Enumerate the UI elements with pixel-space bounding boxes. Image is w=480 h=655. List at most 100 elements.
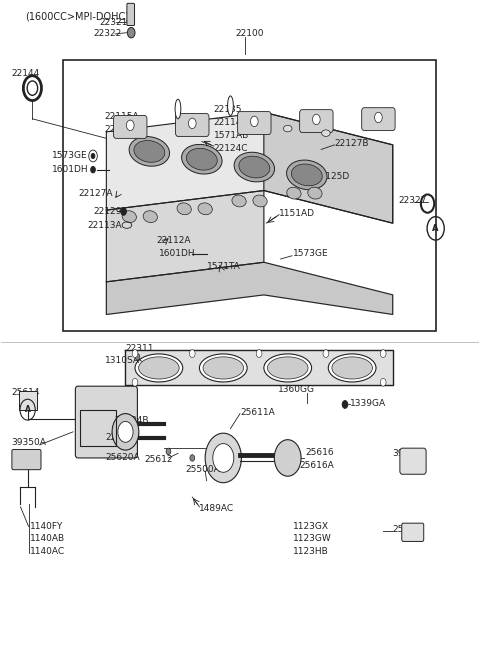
Text: 22129A: 22129A [104,125,139,134]
Text: 1140FY: 1140FY [30,522,63,531]
Text: 1601DH: 1601DH [159,250,195,258]
Circle shape [342,401,348,408]
Circle shape [126,120,134,130]
Ellipse shape [253,195,267,207]
Ellipse shape [122,211,136,223]
Ellipse shape [203,357,243,379]
Circle shape [323,350,329,358]
Circle shape [374,112,382,122]
FancyBboxPatch shape [75,386,137,458]
Circle shape [91,166,96,173]
Text: 22311: 22311 [125,344,154,353]
Circle shape [251,116,258,126]
Text: 1489AC: 1489AC [199,504,235,513]
Text: 1571AB: 1571AB [214,130,249,140]
Circle shape [189,118,196,128]
FancyBboxPatch shape [176,113,209,136]
Ellipse shape [143,211,157,223]
Text: 25614: 25614 [11,388,39,397]
Ellipse shape [139,357,179,379]
Ellipse shape [129,137,169,166]
Text: A: A [432,224,439,233]
Text: 25611A: 25611A [240,408,275,417]
Circle shape [91,153,95,159]
FancyBboxPatch shape [127,3,134,26]
Text: 1573GE: 1573GE [292,250,328,258]
Text: 22134B: 22134B [115,416,149,424]
Text: 22115A: 22115A [104,112,139,121]
Text: 22100: 22100 [235,29,264,39]
Ellipse shape [264,354,312,382]
Text: 22321: 22321 [99,18,128,27]
Circle shape [166,448,171,455]
Circle shape [118,421,133,442]
Ellipse shape [232,195,246,207]
Text: 1123GW: 1123GW [292,534,331,543]
Circle shape [275,440,301,476]
Circle shape [312,114,320,124]
Circle shape [190,350,195,358]
Ellipse shape [177,203,192,215]
Text: 22322: 22322 [94,29,122,39]
Ellipse shape [234,152,275,182]
Text: 1123GX: 1123GX [292,522,328,531]
Text: 22112A: 22112A [156,236,191,245]
Circle shape [135,354,140,360]
Text: 25612: 25612 [144,455,173,464]
Polygon shape [107,191,264,282]
Circle shape [132,379,138,386]
Text: 22125D: 22125D [314,172,349,181]
Text: 1140AB: 1140AB [30,534,65,543]
Text: 22135: 22135 [214,105,242,113]
Text: 1571TA: 1571TA [206,263,240,271]
Text: 39220: 39220 [393,449,421,458]
Text: 22124C: 22124C [214,143,248,153]
Ellipse shape [322,130,330,136]
Text: 25616: 25616 [306,448,335,457]
Ellipse shape [291,164,322,186]
Text: 22126C: 22126C [106,432,140,441]
Text: 1151AD: 1151AD [279,209,315,218]
Text: 39350A: 39350A [11,438,46,447]
FancyBboxPatch shape [238,111,271,134]
Ellipse shape [332,357,372,379]
Ellipse shape [135,354,183,382]
Ellipse shape [283,125,292,132]
FancyBboxPatch shape [300,109,333,132]
Ellipse shape [175,99,181,119]
FancyBboxPatch shape [19,392,37,410]
Circle shape [256,350,262,358]
Text: 25616A: 25616A [300,460,335,470]
Ellipse shape [239,156,270,178]
Ellipse shape [267,357,308,379]
Circle shape [213,443,234,472]
Ellipse shape [181,144,222,174]
Circle shape [190,455,195,461]
FancyBboxPatch shape [362,107,395,130]
FancyBboxPatch shape [402,523,424,542]
Text: 1360GG: 1360GG [278,385,315,394]
Text: 1123HB: 1123HB [292,547,328,555]
Text: (1600CC>MPI-DOHC): (1600CC>MPI-DOHC) [25,11,129,21]
Text: 25617: 25617 [393,525,421,534]
Ellipse shape [186,148,217,170]
Circle shape [380,350,386,358]
Circle shape [380,379,386,386]
Text: 25620A: 25620A [106,453,140,462]
Text: 22127A: 22127A [79,189,113,198]
Polygon shape [125,350,393,385]
Ellipse shape [287,187,301,199]
FancyBboxPatch shape [12,449,41,470]
Text: 1310SA: 1310SA [106,356,141,365]
Circle shape [127,28,135,38]
Ellipse shape [134,141,165,162]
Ellipse shape [328,354,376,382]
Ellipse shape [287,160,327,190]
FancyBboxPatch shape [114,115,147,138]
Circle shape [132,350,138,358]
Polygon shape [107,112,393,223]
Text: 1573GE: 1573GE [51,151,87,160]
Circle shape [120,208,126,215]
Text: 1339GA: 1339GA [350,400,386,408]
Ellipse shape [308,187,322,199]
